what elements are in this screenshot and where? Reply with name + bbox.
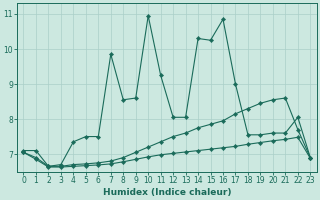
X-axis label: Humidex (Indice chaleur): Humidex (Indice chaleur) [103, 188, 231, 197]
